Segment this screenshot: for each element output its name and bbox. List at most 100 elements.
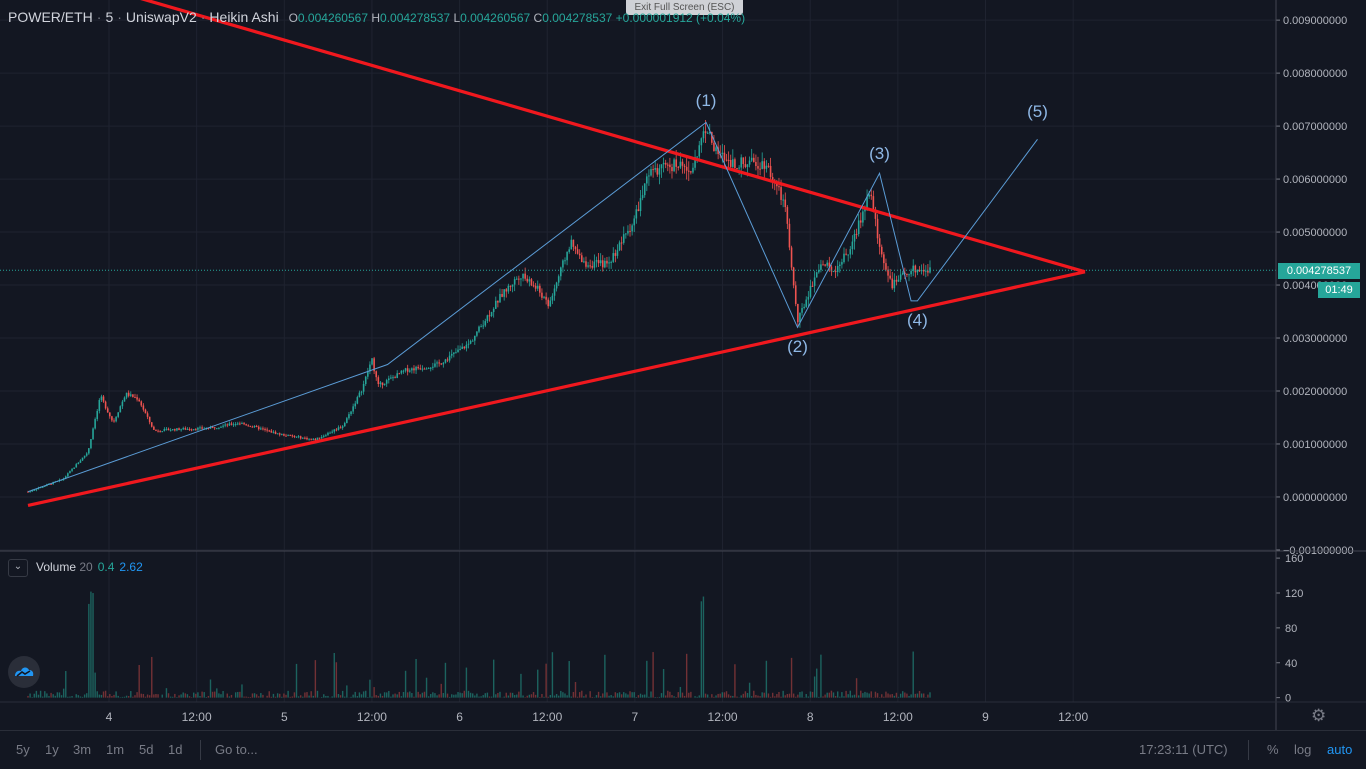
volume-bar bbox=[386, 692, 387, 697]
candle-body bbox=[508, 286, 510, 292]
volume-bar bbox=[86, 693, 87, 697]
volume-value: 0.4 bbox=[98, 560, 115, 574]
candle-body bbox=[600, 260, 602, 263]
volume-bar bbox=[258, 696, 259, 697]
candle-body bbox=[812, 286, 814, 287]
candle-body bbox=[870, 195, 872, 196]
candle-body bbox=[352, 406, 354, 411]
chart-canvas[interactable]: (1)(2)(3)(4)(5) 0.0090000000.0080000000.… bbox=[0, 0, 1366, 730]
volume-bar bbox=[816, 669, 817, 698]
candle-body bbox=[826, 263, 828, 266]
percent-scale-button[interactable]: % bbox=[1267, 742, 1279, 757]
volume-bar bbox=[548, 697, 549, 698]
candle-body bbox=[245, 424, 247, 425]
volume-bar bbox=[287, 691, 288, 698]
time-tick-label: 5 bbox=[281, 710, 288, 724]
settings-gear-icon[interactable]: ⚙ bbox=[1311, 706, 1326, 726]
volume-bar bbox=[396, 694, 397, 697]
volume-bar bbox=[323, 694, 324, 697]
volume-bar bbox=[512, 693, 513, 698]
range-1m-button[interactable]: 1m bbox=[106, 742, 124, 757]
volume-bar bbox=[300, 695, 301, 697]
volume-bar bbox=[321, 697, 322, 698]
volume-bar bbox=[411, 693, 412, 698]
volume-bar bbox=[443, 693, 444, 698]
volume-bar bbox=[673, 696, 674, 697]
candle-body bbox=[480, 326, 482, 327]
utc-clock[interactable]: 17:23:11 (UTC) bbox=[1139, 742, 1228, 757]
candle-body bbox=[304, 438, 306, 439]
volume-bar bbox=[436, 695, 437, 697]
range-3m-button[interactable]: 3m bbox=[73, 742, 91, 757]
price-tick-label: 0.008000000 bbox=[1283, 68, 1347, 80]
candle-body bbox=[839, 265, 841, 266]
volume-bar bbox=[720, 694, 721, 698]
volume-bar bbox=[413, 697, 414, 698]
volume-bar bbox=[357, 696, 358, 698]
range-1y-button[interactable]: 1y bbox=[45, 742, 59, 757]
candle-body bbox=[310, 439, 312, 440]
volume-bar bbox=[845, 691, 846, 698]
candle-body bbox=[501, 294, 503, 297]
volume-bar bbox=[518, 692, 519, 698]
candle-body bbox=[262, 428, 264, 429]
volume-bar bbox=[795, 697, 796, 698]
candle-body bbox=[673, 159, 675, 171]
volume-bar bbox=[682, 693, 683, 698]
range-5y-button[interactable]: 5y bbox=[16, 742, 30, 757]
candle-body bbox=[73, 467, 75, 468]
candle-body bbox=[143, 405, 145, 409]
volume-bar bbox=[208, 696, 209, 698]
volume-bar bbox=[860, 691, 861, 698]
price-tick-label: 0.009000000 bbox=[1283, 15, 1347, 27]
volume-bar bbox=[575, 682, 576, 698]
candle-body bbox=[336, 430, 338, 431]
auto-scale-button[interactable]: auto bbox=[1327, 742, 1352, 757]
volume-bar bbox=[298, 696, 299, 697]
volume-bar bbox=[801, 691, 802, 697]
volume-bar bbox=[462, 693, 463, 697]
candle-body bbox=[510, 286, 512, 287]
tradingview-logo-icon[interactable] bbox=[8, 656, 40, 688]
volume-bar bbox=[894, 696, 895, 698]
candle-body bbox=[308, 439, 310, 440]
volume-name: Volume bbox=[36, 560, 76, 574]
volume-bar bbox=[852, 695, 853, 697]
volume-bar bbox=[659, 697, 660, 698]
volume-bar bbox=[900, 694, 901, 698]
go-to-button[interactable]: Go to... bbox=[215, 742, 258, 757]
candle-body bbox=[302, 438, 304, 439]
volume-bar bbox=[417, 692, 418, 698]
volume-bar bbox=[401, 696, 402, 697]
log-scale-button[interactable]: log bbox=[1294, 742, 1311, 757]
volume-bar bbox=[780, 697, 781, 698]
volume-bar bbox=[445, 663, 446, 698]
volume-bar bbox=[271, 697, 272, 698]
volume-bar bbox=[598, 692, 599, 698]
candle-body bbox=[382, 382, 384, 385]
symbol-name[interactable]: POWER/ETH bbox=[8, 9, 93, 25]
candle-body bbox=[231, 423, 233, 424]
candle-body bbox=[424, 369, 426, 370]
candle-body bbox=[247, 425, 249, 426]
range-5d-button[interactable]: 5d bbox=[139, 742, 153, 757]
candle-body bbox=[625, 233, 627, 234]
collapse-caret-icon[interactable]: ⌄ bbox=[8, 559, 28, 577]
volume-bar bbox=[248, 697, 249, 698]
candle-body bbox=[547, 300, 549, 306]
candle-body bbox=[745, 164, 747, 167]
volume-bar bbox=[420, 694, 421, 697]
candle-body bbox=[80, 460, 82, 462]
volume-bar bbox=[661, 693, 662, 698]
volume-bar bbox=[696, 697, 697, 698]
volume-bar bbox=[877, 693, 878, 697]
candle-body bbox=[434, 363, 436, 366]
volume-bar bbox=[850, 691, 851, 698]
price-tick-label: 0.005000000 bbox=[1283, 227, 1347, 239]
volume-bar bbox=[166, 688, 167, 697]
range-1d-button[interactable]: 1d bbox=[168, 742, 182, 757]
candle-body bbox=[529, 279, 531, 281]
candle-body bbox=[591, 266, 593, 268]
candle-body bbox=[287, 435, 289, 436]
volume-bar bbox=[212, 692, 213, 698]
